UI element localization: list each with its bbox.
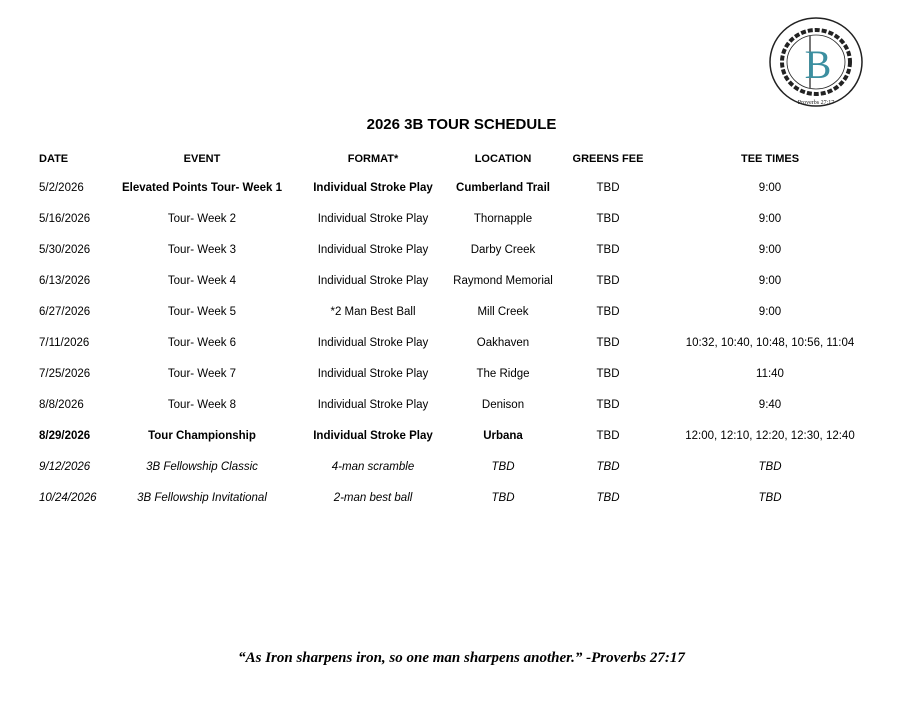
table-row: 6/13/2026 Tour- Week 4 Individual Stroke P… — [39, 265, 878, 296]
location-cell: TBD — [491, 460, 515, 473]
table-row: 5/30/2026 Tour- Week 3 Individual Stroke P… — [39, 234, 878, 265]
header-event: EVENT — [183, 153, 221, 165]
table-row: 5/2/2026 Elevated Points Tour- Week 1 Indi… — [39, 172, 878, 203]
table-row: 5/16/2026 Tour- Week 2 Individual Stroke P… — [39, 203, 878, 234]
location-cell: Thornapple — [473, 212, 533, 225]
event-cell: Tour- Week 7 — [167, 367, 237, 380]
greens-fee-cell: TBD — [596, 491, 620, 504]
location-cell: Cumberland Trail — [456, 181, 550, 194]
greens-fee-cell: TBD — [596, 460, 620, 473]
date-cell: 8/8/2026 — [39, 398, 84, 411]
event-cell: Tour- Week 2 — [167, 212, 237, 225]
event-cell: Elevated Points Tour- Week 1 — [122, 181, 282, 194]
format-cell: Individual Stroke Play — [317, 243, 429, 256]
table-row: 7/25/2026 Tour- Week 7 Individual Stroke P… — [39, 358, 878, 389]
date-cell: 7/11/2026 — [39, 336, 90, 349]
date-cell: 5/16/2026 — [39, 212, 91, 225]
date-cell: 5/30/2026 — [39, 243, 91, 256]
tee-times-cell: TBD — [758, 491, 782, 504]
table-row: 7/11/2026 Tour- Week 6 Individual Stroke P… — [39, 327, 878, 358]
date-cell: 8/29/2026 — [39, 429, 91, 442]
greens-fee-cell: TBD — [596, 181, 620, 194]
tee-times-cell: 9:00 — [758, 274, 782, 287]
greens-fee-cell: TBD — [596, 243, 620, 256]
location-cell: Denison — [481, 398, 525, 411]
format-cell: Individual Stroke Play — [317, 212, 429, 225]
location-cell: The Ridge — [476, 367, 530, 380]
greens-fee-cell: TBD — [596, 398, 620, 411]
schedule-table: DATE EVENT FORMAT* LOCATION GREENS FEE T… — [39, 146, 878, 513]
format-cell: *2 Man Best Ball — [330, 305, 416, 318]
table-row: 6/27/2026 Tour- Week 5 *2 Man Best Ball Mil… — [39, 296, 878, 327]
tee-times-cell: 11:40 — [756, 367, 784, 380]
format-cell: 4-man scramble — [331, 460, 415, 473]
footer-quote: “As Iron sharpens iron, so one man sharp… — [238, 650, 685, 666]
location-cell: Raymond Memorial — [453, 274, 553, 287]
page-title: 2026 3B TOUR SCHEDULE — [366, 116, 557, 133]
header-date: DATE — [39, 153, 69, 165]
format-cell: Individual Stroke Play — [317, 367, 429, 380]
greens-fee-cell: TBD — [596, 336, 620, 349]
event-cell: 3B Fellowship Invitational — [137, 491, 267, 504]
tee-times-cell: 9:00 — [758, 243, 782, 256]
tee-times-cell: 10:32, 10:40, 10:48, 10:56, 11:04 — [685, 336, 855, 349]
event-cell: Tour- Week 3 — [167, 243, 237, 256]
event-cell: Tour- Week 6 — [167, 336, 237, 349]
greens-fee-cell: TBD — [596, 367, 620, 380]
event-cell: 3B Fellowship Classic — [146, 460, 258, 473]
format-cell: Individual Stroke Play — [313, 181, 433, 194]
table-row: 10/24/2026 3B Fellowship Invitational 2-ma… — [39, 482, 878, 513]
date-cell: 10/24/2026 — [39, 491, 97, 504]
date-cell: 5/2/2026 — [39, 181, 84, 194]
tee-times-cell: 9:00 — [758, 212, 782, 225]
location-cell: Oakhaven — [476, 336, 530, 349]
tee-times-cell: 12:00, 12:10, 12:20, 12:30, 12:40 — [685, 429, 855, 442]
date-cell: 7/25/2026 — [39, 367, 91, 380]
table-row: 8/29/2026 Tour Championship Individual Str… — [39, 420, 878, 451]
table-row: 8/8/2026 Tour- Week 8 Individual Stroke Pl… — [39, 389, 878, 420]
location-cell: Urbana — [483, 429, 523, 442]
greens-fee-cell: TBD — [596, 429, 620, 442]
location-cell: Mill Creek — [477, 305, 529, 318]
tee-times-cell: 9:40 — [758, 398, 782, 411]
format-cell: Individual Stroke Play — [313, 429, 433, 442]
header-tee-times: TEE TIMES — [740, 153, 800, 165]
svg-text:Proverbs 27:17: Proverbs 27:17 — [798, 100, 835, 106]
date-cell: 6/27/2026 — [39, 305, 91, 318]
header-greens-fee: GREENS FEE — [572, 153, 644, 165]
event-cell: Tour Championship — [148, 429, 256, 442]
date-cell: 6/13/2026 — [39, 274, 91, 287]
tee-times-cell: 9:00 — [758, 181, 782, 194]
format-cell: Individual Stroke Play — [317, 398, 429, 411]
header-format: FORMAT* — [347, 153, 399, 165]
tee-times-cell: 9:00 — [758, 305, 782, 318]
format-cell: Individual Stroke Play — [317, 274, 429, 287]
event-cell: Tour- Week 8 — [167, 398, 237, 411]
tee-times-cell: TBD — [758, 460, 782, 473]
logo-seal-icon: B Proverbs 27:17 — [769, 17, 863, 107]
date-cell: 9/12/2026 — [39, 460, 91, 473]
greens-fee-cell: TBD — [596, 274, 620, 287]
header-location: LOCATION — [474, 153, 532, 165]
event-cell: Tour- Week 5 — [167, 305, 237, 318]
format-cell: Individual Stroke Play — [317, 336, 429, 349]
table-row: 9/12/2026 3B Fellowship Classic 4-man scra… — [39, 451, 878, 482]
logo-seal: B Proverbs 27:17 — [768, 16, 864, 108]
table-header: DATE EVENT FORMAT* LOCATION GREENS FEE T… — [39, 146, 878, 172]
location-cell: TBD — [491, 491, 515, 504]
format-cell: 2-man best ball — [333, 491, 413, 504]
location-cell: Darby Creek — [470, 243, 536, 256]
greens-fee-cell: TBD — [596, 212, 620, 225]
svg-text:B: B — [805, 42, 832, 87]
greens-fee-cell: TBD — [596, 305, 620, 318]
event-cell: Tour- Week 4 — [167, 274, 237, 287]
